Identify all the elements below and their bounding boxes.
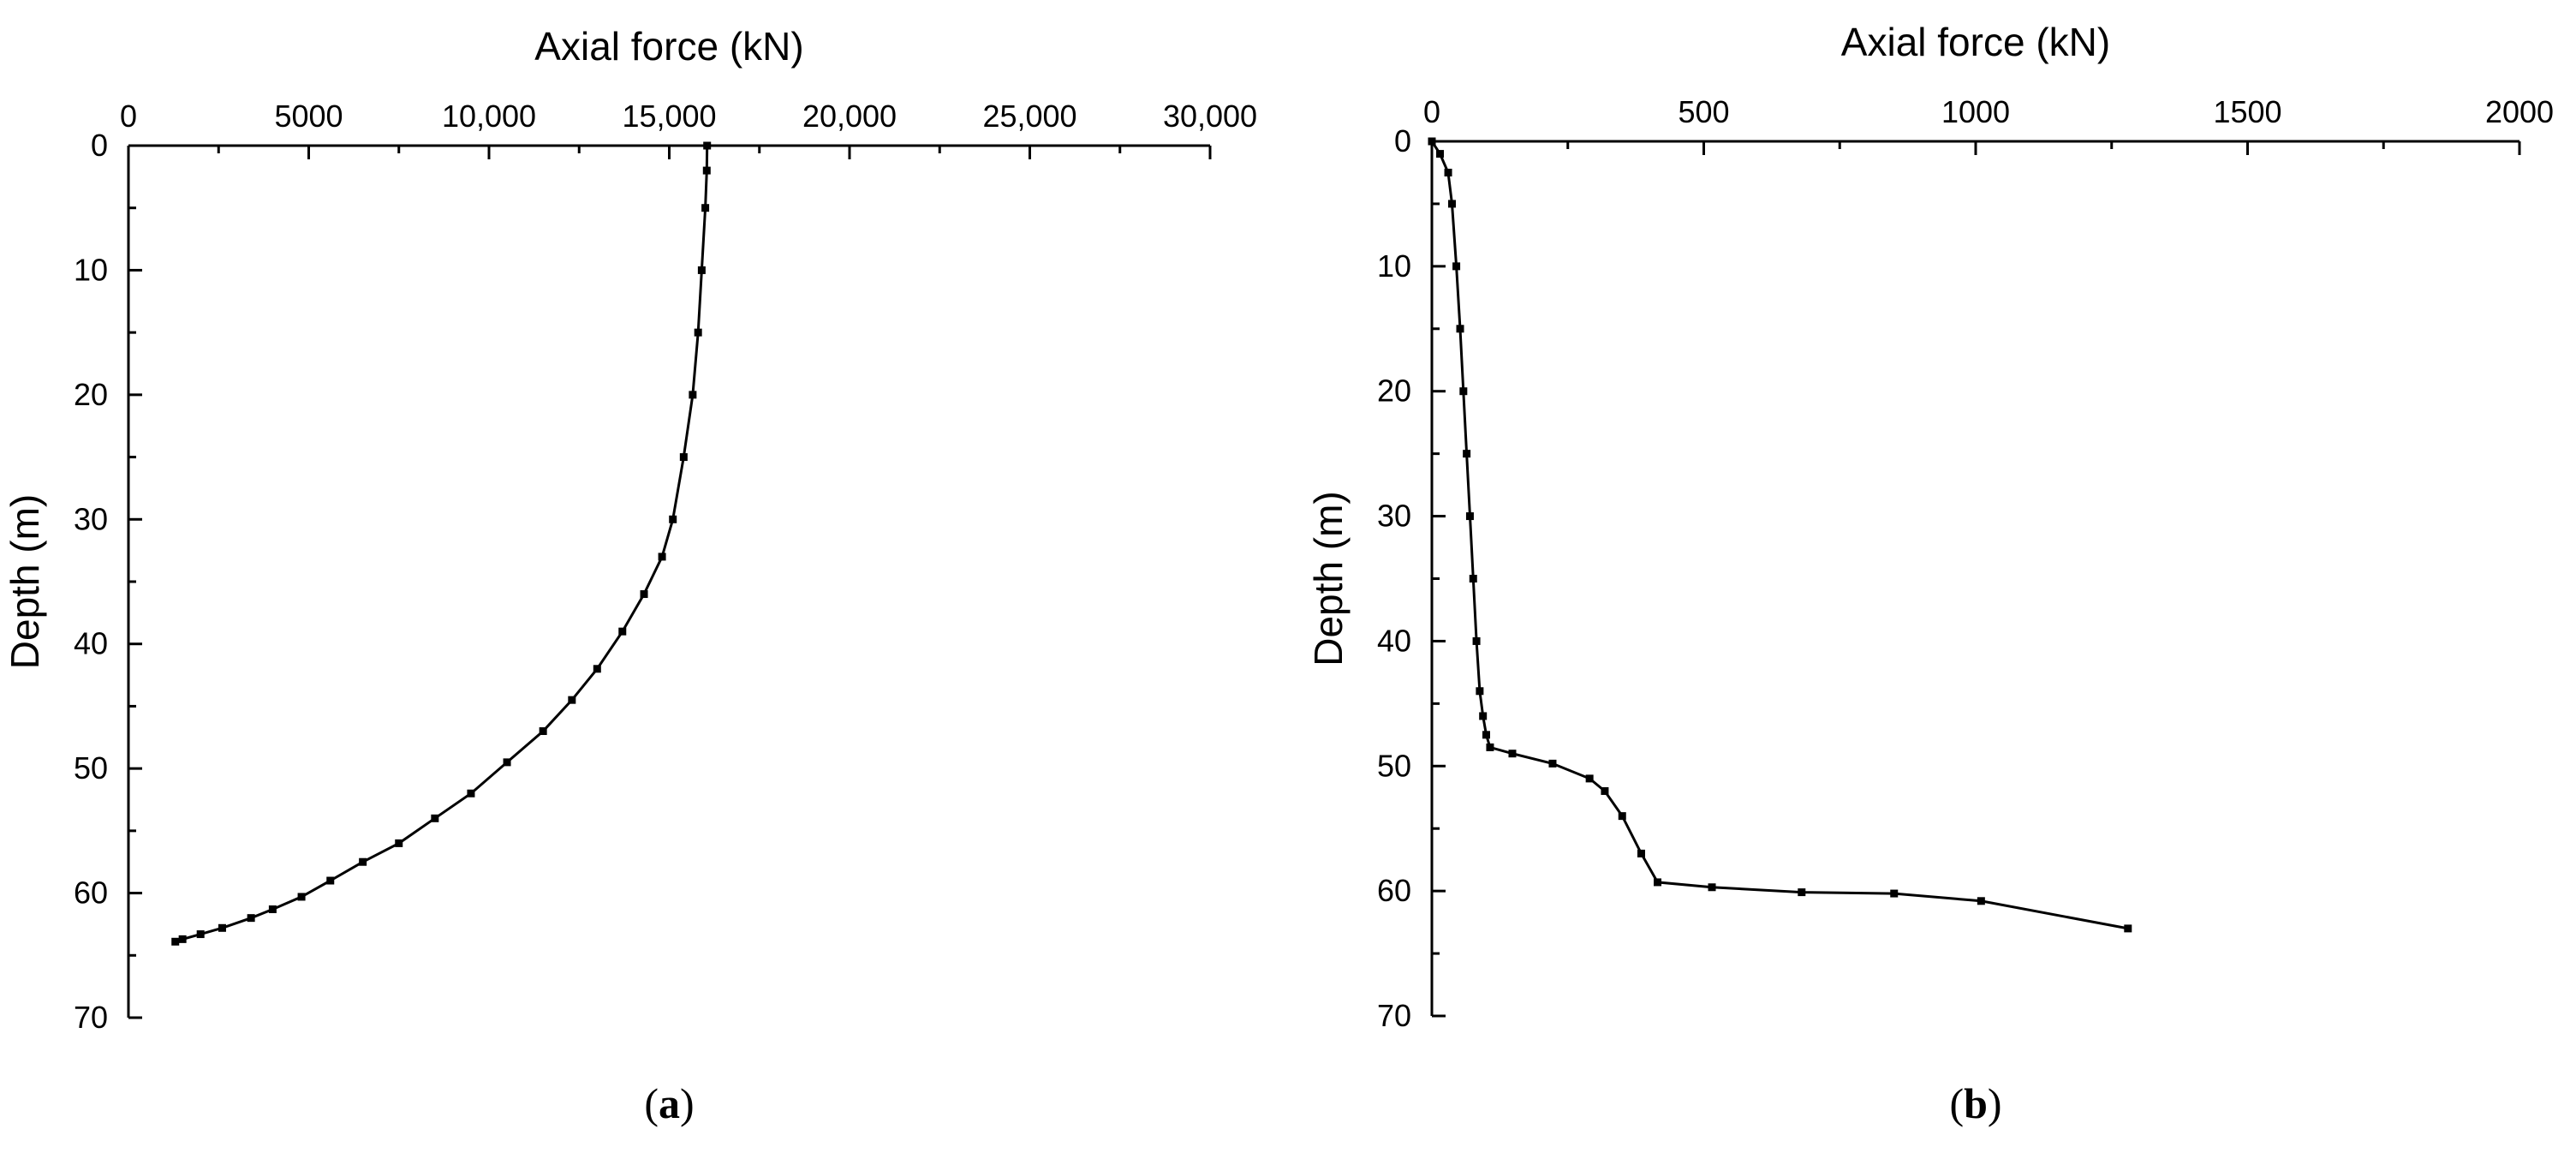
x-tick-label: 15,000 xyxy=(622,99,716,134)
data-point xyxy=(679,453,688,462)
data-point xyxy=(218,923,226,932)
data-point xyxy=(1452,262,1461,271)
chart-panel-b: 0 500 1000 1500 2000 0 10 20 30 40 50 60 70 Axial for… xyxy=(1306,20,2554,1127)
data-point xyxy=(1444,168,1452,176)
data-point xyxy=(1463,450,1471,458)
x-axis-title: Axial force (kN) xyxy=(534,24,803,69)
x-tick-label: 0 xyxy=(1423,94,1440,129)
x-tick-label: 10,000 xyxy=(442,99,536,134)
data-point xyxy=(1436,150,1445,158)
data-point xyxy=(568,696,576,704)
y-tick-label: 40 xyxy=(1377,623,1411,658)
data-point xyxy=(1654,878,1662,887)
data-point xyxy=(1977,897,1985,905)
x-tick-label: 2000 xyxy=(2485,94,2554,129)
data-point xyxy=(1459,387,1468,396)
data-point xyxy=(503,758,511,767)
y-tick-label: 0 xyxy=(91,128,108,163)
data-point xyxy=(1476,687,1484,696)
data-point xyxy=(1585,774,1594,783)
data-point xyxy=(593,665,601,673)
data-point xyxy=(395,839,403,847)
y-tick-label: 40 xyxy=(74,626,108,661)
y-tick-label: 70 xyxy=(74,1000,108,1035)
y-tick-label: 10 xyxy=(1377,248,1411,284)
y-axis-title: Depth (m) xyxy=(1306,491,1351,666)
data-point xyxy=(1456,325,1464,333)
data-point xyxy=(268,905,277,913)
data-point xyxy=(689,391,697,399)
data-point xyxy=(694,328,702,337)
y-tick-label: 30 xyxy=(1377,499,1411,534)
data-point xyxy=(1472,636,1481,645)
data-point xyxy=(1479,712,1488,720)
data-point xyxy=(701,204,710,212)
y-axis-title: Depth (m) xyxy=(3,494,47,669)
data-point xyxy=(658,553,666,561)
data-point xyxy=(1601,786,1609,795)
data-point xyxy=(2124,924,2132,933)
x-tick-label: 30,000 xyxy=(1163,99,1257,134)
panel-label: (a) xyxy=(644,1079,694,1127)
chart-panel-a: 0 5000 10,000 15,000 20,000 25,000 30,000 0 10 20… xyxy=(3,24,1257,1127)
data-point xyxy=(431,814,439,822)
data-point xyxy=(247,914,255,923)
y-tick-label: 60 xyxy=(1377,873,1411,908)
data-point xyxy=(1508,750,1517,758)
y-tick-label: 50 xyxy=(74,750,108,786)
y-tick-label: 10 xyxy=(74,252,108,287)
data-point xyxy=(1447,200,1456,208)
data-point xyxy=(1618,812,1626,821)
data-point xyxy=(1428,137,1436,146)
data-point xyxy=(1465,512,1474,521)
data-point xyxy=(196,930,205,939)
y-tick-label: 20 xyxy=(74,377,108,412)
data-point xyxy=(1637,849,1645,857)
data-point xyxy=(1548,759,1557,768)
data-point xyxy=(1486,743,1494,751)
x-tick-label: 500 xyxy=(1678,94,1729,129)
data-point xyxy=(539,727,547,736)
data-point xyxy=(171,937,180,946)
x-tick-label: 25,000 xyxy=(982,99,1076,134)
y-tick-label: 0 xyxy=(1394,123,1411,158)
x-tick-label: 5000 xyxy=(274,99,343,134)
data-point xyxy=(640,590,648,599)
x-tick-label: 1000 xyxy=(1941,94,2010,129)
x-tick-label: 1500 xyxy=(2213,94,2281,129)
panel-label: (b) xyxy=(1949,1079,2001,1127)
data-point xyxy=(1482,731,1490,739)
x-axis-title: Axial force (kN) xyxy=(1841,20,2110,64)
data-point xyxy=(1708,883,1716,892)
y-tick-label: 50 xyxy=(1377,748,1411,783)
y-tick-label: 30 xyxy=(74,501,108,536)
data-point xyxy=(669,515,677,523)
data-point xyxy=(1798,888,1806,897)
series-line xyxy=(175,145,709,943)
data-point xyxy=(618,627,627,636)
x-tick-label: 20,000 xyxy=(802,99,897,134)
x-tick-label: 0 xyxy=(120,99,137,134)
data-point xyxy=(702,166,711,175)
data-point xyxy=(297,893,306,901)
data-point xyxy=(1469,575,1477,582)
y-tick-label: 60 xyxy=(74,875,108,911)
data-point xyxy=(467,789,475,798)
data-point xyxy=(178,935,187,943)
data-point xyxy=(1890,889,1899,898)
data-point xyxy=(326,876,335,885)
data-point xyxy=(359,857,367,866)
y-tick-label: 70 xyxy=(1377,998,1411,1033)
data-point xyxy=(697,266,706,274)
y-tick-label: 20 xyxy=(1377,373,1411,409)
data-point xyxy=(703,141,712,150)
series-line xyxy=(1430,140,2129,930)
